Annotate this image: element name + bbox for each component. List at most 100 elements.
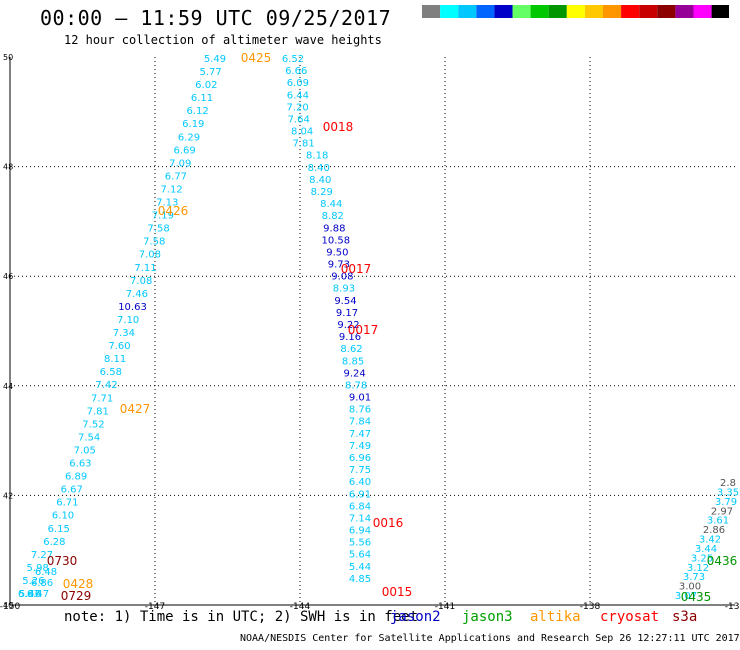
swh-value: 6.19: [182, 119, 204, 130]
swh-value: 8.04: [291, 127, 313, 138]
swh-value: 8.85: [342, 356, 364, 367]
swh-value: 9.08: [331, 272, 353, 283]
swh-value: 6.09: [287, 78, 309, 89]
swh-value: 7.10: [117, 315, 139, 326]
swh-value: 5.49: [204, 54, 226, 65]
swh-value: 3.25: [691, 553, 713, 564]
swh-value: 7.08: [130, 276, 152, 287]
time-label: 0436: [707, 554, 738, 568]
swh-value: 5.46: [19, 589, 41, 600]
lat-tick-label: 44: [3, 382, 13, 391]
swh-value: 8.76: [349, 405, 371, 416]
swh-value: 6.96: [349, 453, 371, 464]
swh-value: 6.47: [27, 589, 49, 600]
colorbar-swatch: [657, 5, 676, 18]
swh-value: 7.49: [349, 441, 371, 452]
legend-jason3: jason3: [462, 609, 513, 625]
swh-value: 6.29: [178, 132, 200, 143]
swh-value: 7.64: [288, 114, 310, 125]
swh-value: 9.50: [326, 247, 348, 258]
time-label: 0015: [382, 585, 413, 599]
lat-tick-label: 42: [3, 491, 13, 500]
lon-tick-label: -138: [580, 602, 601, 610]
colorbar-swatch: [458, 5, 477, 18]
swh-value: 7.19: [152, 211, 174, 222]
time-label: 0016: [373, 516, 404, 530]
swh-value: 3.07: [675, 591, 697, 602]
swh-value: 7.05: [74, 445, 96, 456]
swh-value: 5.77: [200, 67, 222, 78]
time-label: 0426: [158, 204, 189, 218]
swh-value: 6.87: [18, 589, 40, 600]
swh-value: 8.44: [320, 199, 342, 210]
swh-value: 9.54: [334, 296, 356, 307]
time-label: 0427: [120, 402, 151, 416]
swh-value: 9.17: [336, 308, 358, 319]
colorbar-swatch: [494, 5, 513, 18]
swh-value: 6.69: [173, 145, 195, 156]
swh-value: 7.81: [87, 406, 109, 417]
lon-tick-label: -150: [0, 602, 20, 610]
time-label: 0729: [61, 589, 92, 603]
time-label: 0428: [63, 577, 94, 591]
swh-value: 7.34: [113, 328, 135, 339]
lat-tick-label: 40: [3, 601, 13, 610]
colorbar-swatch: [621, 5, 640, 18]
swh-value: 8.40: [308, 163, 330, 174]
swh-value: 7.75: [349, 465, 371, 476]
swh-value: 8.93: [333, 284, 355, 295]
swh-value: 7.84: [349, 417, 371, 428]
swh-value: 7.58: [147, 224, 169, 235]
colorbar-swatch: [512, 5, 531, 18]
swh-value: 10.63: [118, 302, 147, 313]
time-label: 0730: [47, 554, 78, 568]
swh-value: 9.22: [337, 320, 359, 331]
swh-value: 10.58: [322, 235, 351, 246]
colorbar-swatch: [476, 5, 495, 18]
swh-value: 7.54: [78, 432, 100, 443]
colorbar-swatch: [566, 5, 585, 18]
lat-tick-label: 50: [3, 53, 13, 62]
map-subtitle: 12 hour collection of altimeter wave hei…: [64, 33, 382, 47]
swh-value: 5.56: [349, 538, 371, 549]
swh-value: 9.01: [349, 393, 371, 404]
lon-tick-label: -144: [290, 602, 311, 610]
swh-value: 6.63: [69, 459, 91, 470]
colorbar-swatch: [530, 5, 549, 18]
swh-value: 7.60: [108, 341, 130, 352]
colorbar-swatch: [639, 5, 658, 18]
time-label: 0018: [323, 120, 354, 134]
swh-value: 6.71: [56, 498, 78, 509]
swh-value: 3.73: [683, 572, 705, 583]
lon-tick-label: -147: [145, 602, 165, 610]
swh-value: 3.42: [699, 535, 721, 546]
swh-value: 6.67: [61, 485, 83, 496]
swh-value: 3.79: [715, 497, 737, 508]
altimeter-map: -150 -147 -144 -141 -138 -135 50 48 46 44 42 40 5.49…: [0, 51, 740, 610]
swh-value: 7.14: [349, 513, 371, 524]
swh-value: 8.11: [104, 354, 126, 365]
swh-value: 2.97: [711, 506, 733, 517]
colorbar-swatch: [548, 5, 567, 18]
legend-cryosat: cryosat: [600, 609, 660, 625]
swh-value: 7.58: [143, 237, 165, 248]
colorbar-swatch: [711, 5, 729, 18]
time-label: 0435: [681, 590, 712, 604]
swh-value: 9.24: [343, 368, 365, 379]
swh-value: 8.29: [311, 187, 333, 198]
swh-value: 6.10: [52, 511, 74, 522]
swh-value: 7.42: [95, 380, 117, 391]
swh-value: 6.94: [349, 526, 371, 537]
swh-value: 4.85: [349, 574, 371, 585]
colorbar-swatch: [603, 5, 622, 18]
swh-value: 6.86: [31, 578, 53, 589]
swh-value: 6.84: [349, 501, 371, 512]
swh-value: 6.11: [191, 93, 213, 104]
swh-value: 3.12: [687, 563, 709, 574]
legend-altika: altika: [530, 609, 581, 625]
time-label: 0017: [341, 262, 372, 276]
units-note: note: 1) Time is in UTC; 2) SWH is in fe…: [64, 609, 419, 625]
swh-value: 3.35: [717, 487, 739, 498]
swh-value: 7.81: [293, 139, 315, 150]
swh-value: 6.40: [349, 477, 371, 488]
